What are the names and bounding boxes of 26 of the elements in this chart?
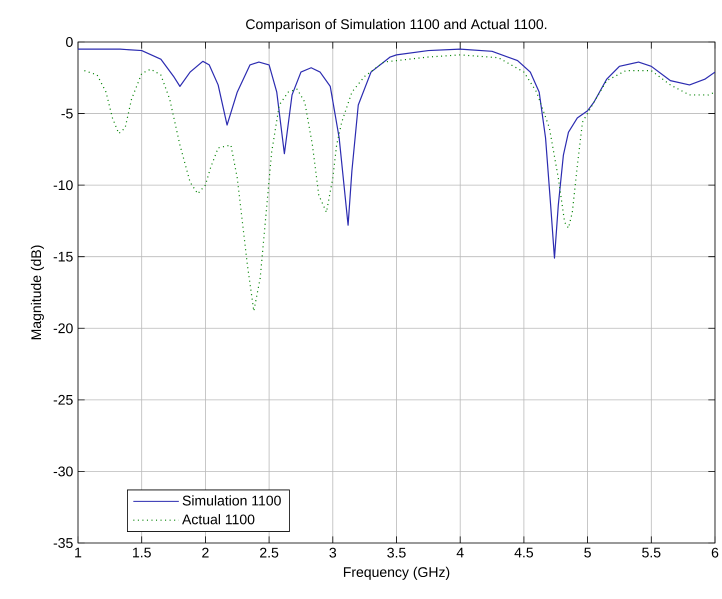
legend-label: Simulation 1100 [182, 495, 281, 506]
x-axis-title: Frequency (GHz) [344, 566, 450, 580]
legend-label: Actual 1100 [182, 514, 254, 524]
x-tick-label: 5.5 [642, 548, 660, 558]
x-tick-label: 2 [202, 548, 209, 558]
x-tick-label: 2.5 [260, 548, 278, 558]
y-tick-label: -20 [54, 323, 73, 334]
y-tick-label: -35 [54, 538, 73, 548]
x-tick-label: 5 [584, 548, 591, 558]
x-tick-label: 1 [75, 548, 82, 558]
x-tick-label: 4 [456, 548, 464, 558]
y-tick-label: -5 [61, 108, 73, 118]
line-series [84, 54, 715, 312]
y-tick-label: 0 [66, 37, 73, 47]
y-tick-label: -10 [54, 180, 73, 190]
y-tick-label: -25 [54, 394, 73, 405]
x-tick-label: 3.5 [387, 548, 406, 558]
y-tick-label: -30 [54, 466, 73, 476]
x-tick-label: 6 [712, 548, 718, 558]
y-tick-label: -15 [54, 252, 73, 262]
chart-title: Comparison of Simulation 1100 and Actual 1100. [246, 18, 546, 32]
y-axis-title: Magnitude (dB) [30, 246, 44, 340]
x-tick-label: 1.5 [133, 548, 151, 558]
x-tick-label: 3 [329, 548, 336, 558]
x-tick-label: 4.5 [514, 548, 534, 558]
line-series [78, 48, 715, 259]
